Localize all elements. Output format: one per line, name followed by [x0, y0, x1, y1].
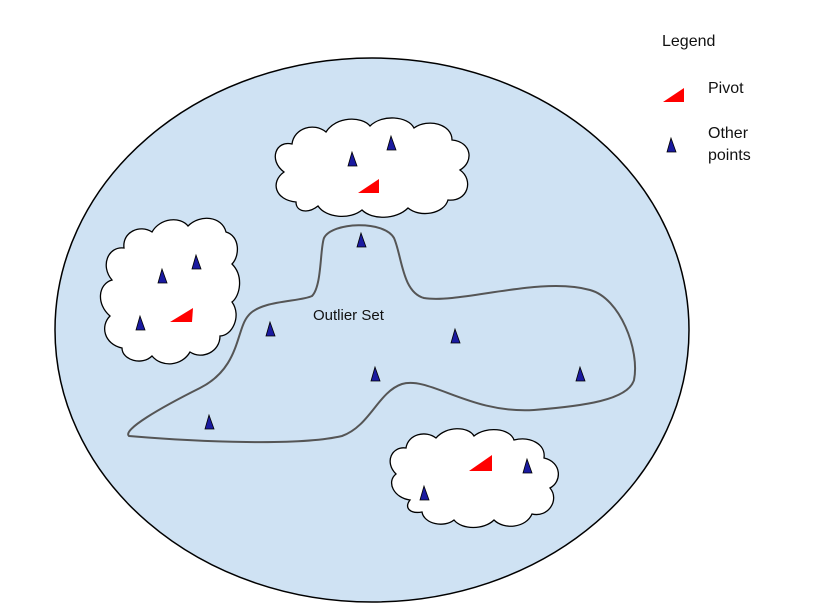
legend-pivot-entry: Pivot [708, 78, 744, 100]
pivot-marker [358, 179, 379, 193]
legend-pivot-icon [663, 88, 684, 102]
point-marker [386, 134, 397, 151]
outlier-set-label: Outlier Set [313, 307, 384, 324]
point-marker [356, 231, 367, 248]
point-marker [347, 150, 358, 167]
point-marker [157, 267, 168, 284]
point-marker [575, 365, 586, 382]
legend-points-label-line2: points [708, 147, 751, 164]
legend-points-label-line1: Other [708, 125, 749, 142]
cluster-cloud-top [274, 117, 470, 218]
point-marker [522, 457, 533, 474]
legend-point-icon [666, 136, 677, 153]
legend-points-entry: Other points [708, 123, 751, 167]
point-marker [204, 413, 215, 430]
point-marker [419, 484, 430, 501]
point-marker [191, 253, 202, 270]
pivot-marker [170, 308, 193, 322]
legend-pivot-label: Pivot [708, 80, 744, 97]
point-marker [265, 320, 276, 337]
pivot-marker [469, 455, 492, 471]
point-marker [135, 314, 146, 331]
cluster-cloud-bottom [389, 428, 559, 529]
legend-title: Legend [662, 33, 716, 50]
cluster-cloud-left [99, 217, 241, 365]
point-marker [450, 327, 461, 344]
point-marker [370, 365, 381, 382]
outlier-set-boundary [127, 224, 637, 444]
